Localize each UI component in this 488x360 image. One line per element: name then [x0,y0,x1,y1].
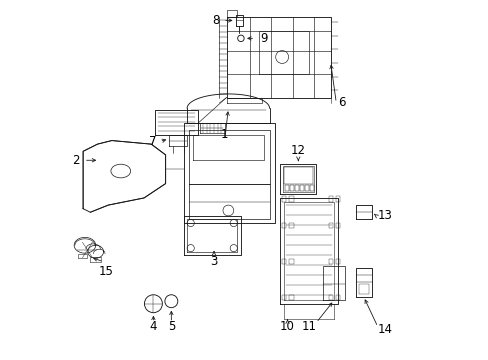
Text: 7: 7 [149,135,156,148]
Text: 10: 10 [280,320,294,333]
Text: 11: 11 [301,320,316,333]
Text: 14: 14 [376,323,391,336]
Text: 13: 13 [376,210,391,222]
Text: 5: 5 [167,320,175,333]
Text: 12: 12 [290,144,305,157]
Text: 3: 3 [210,255,217,268]
Text: 2: 2 [72,154,80,167]
Text: 8: 8 [212,14,220,27]
Text: 4: 4 [149,320,157,333]
Text: 9: 9 [260,32,267,45]
Text: 15: 15 [99,265,114,278]
Text: 6: 6 [337,96,345,109]
Text: 1: 1 [221,127,228,140]
